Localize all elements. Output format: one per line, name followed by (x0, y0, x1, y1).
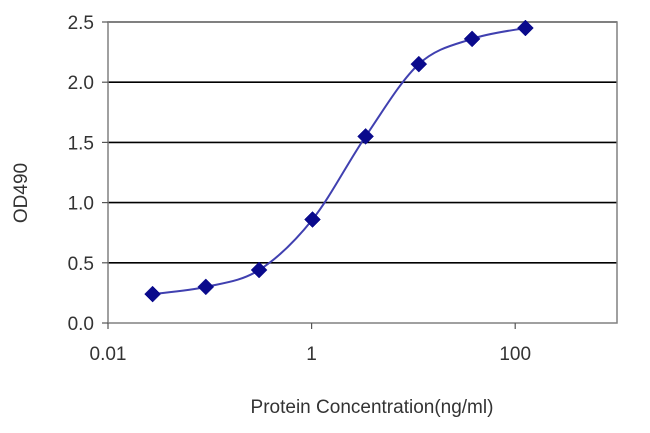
plot-frame (107, 21, 618, 324)
data-point (144, 285, 161, 303)
x-axis-title: Protein Concentration(ng/ml) (251, 397, 494, 418)
y-tick-label: 0.0 (68, 314, 94, 335)
y-tick-label: 2.0 (68, 73, 94, 94)
y-tick-label: 0.5 (68, 254, 94, 275)
data-point (410, 55, 428, 73)
data-markers (144, 19, 534, 303)
data-point (517, 19, 534, 37)
axis-ticks: 0.0 0.5 1.0 1.5 2.0 2.5 0.01 1 100 (68, 13, 531, 365)
y-tick-label: 1.0 (68, 194, 94, 215)
y-tick-label: 1.5 (68, 133, 94, 154)
data-point (357, 128, 374, 145)
x-tick-label: 1 (306, 344, 317, 365)
data-point (250, 261, 268, 279)
y-axis-title: OD490 (11, 163, 32, 223)
x-tick-label: 100 (499, 344, 531, 365)
data-point (304, 211, 321, 228)
fit-curve (152, 27, 526, 296)
y-tick-label: 2.5 (68, 13, 94, 34)
data-point (463, 30, 481, 48)
x-tick-label: 0.01 (90, 344, 127, 365)
data-point (197, 278, 215, 296)
